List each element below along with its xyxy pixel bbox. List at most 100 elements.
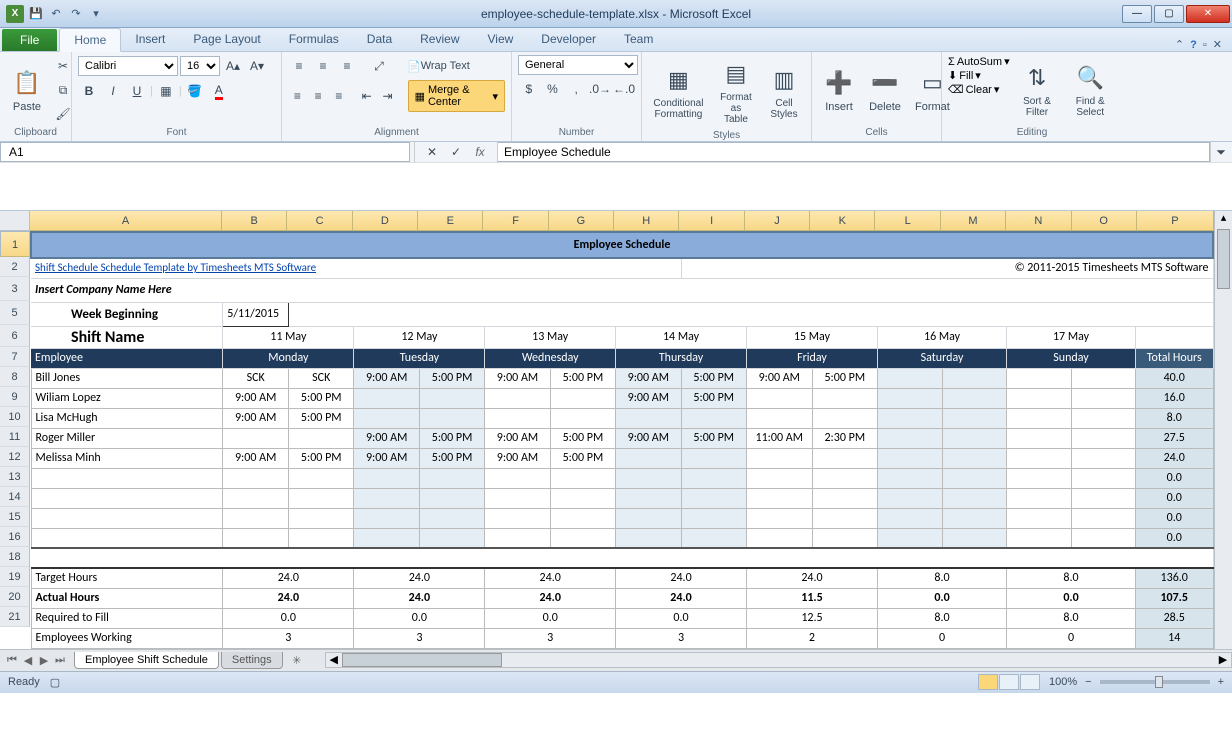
tab-developer[interactable]: Developer	[527, 28, 610, 51]
tab-insert[interactable]: Insert	[121, 28, 179, 51]
shift-end[interactable]	[1071, 488, 1135, 508]
shift-end[interactable]	[812, 388, 877, 408]
col-header-F[interactable]: F	[483, 211, 548, 231]
row-header-19[interactable]: 19	[0, 567, 30, 587]
shift-start[interactable]	[877, 388, 942, 408]
shift-start[interactable]	[877, 368, 942, 388]
shift-end[interactable]	[812, 448, 877, 468]
border-icon[interactable]: ▦	[155, 80, 177, 102]
shift-start[interactable]: SCK	[223, 368, 289, 388]
employee-name[interactable]: Lisa McHugh	[31, 408, 223, 428]
tab-view[interactable]: View	[474, 28, 528, 51]
col-header-B[interactable]: B	[222, 211, 287, 231]
percent-icon[interactable]: %	[542, 78, 564, 100]
col-header-L[interactable]: L	[875, 211, 940, 231]
company-name[interactable]: Insert Company Name Here	[31, 278, 1213, 302]
shift-end[interactable]	[550, 528, 615, 548]
zoom-slider[interactable]	[1100, 680, 1210, 684]
insert-cells-button[interactable]: ➕Insert	[818, 55, 860, 125]
shift-end[interactable]	[1071, 428, 1135, 448]
shift-end[interactable]	[550, 508, 615, 528]
shift-start[interactable]	[485, 388, 550, 408]
col-header-K[interactable]: K	[810, 211, 875, 231]
decrease-font-icon[interactable]: A▾	[246, 55, 268, 77]
shift-end[interactable]	[681, 408, 746, 428]
shift-end[interactable]: 5:00 PM	[289, 408, 354, 428]
shift-start[interactable]	[223, 508, 289, 528]
col-header-G[interactable]: G	[549, 211, 614, 231]
col-header-I[interactable]: I	[679, 211, 744, 231]
employee-name[interactable]: Wiliam Lopez	[31, 388, 223, 408]
zoom-out-button[interactable]: −	[1085, 676, 1091, 688]
workbook-close-icon[interactable]: ✕	[1213, 38, 1222, 51]
row-header-6[interactable]: 6	[0, 325, 30, 347]
wrap-text-button[interactable]: 📄 Wrap Text	[402, 55, 475, 77]
shift-end[interactable]	[681, 448, 746, 468]
shift-end[interactable]	[289, 508, 354, 528]
template-link[interactable]: Shift Schedule Schedule Template by Time…	[35, 261, 316, 274]
shift-end[interactable]: 5:00 PM	[289, 388, 354, 408]
shift-end[interactable]	[419, 468, 484, 488]
shift-start[interactable]	[616, 408, 681, 428]
employee-name[interactable]	[31, 528, 223, 548]
shift-start[interactable]	[746, 488, 812, 508]
enter-formula-icon[interactable]: ✓	[445, 141, 467, 163]
employee-name[interactable]	[31, 508, 223, 528]
shift-start[interactable]: 9:00 AM	[354, 448, 419, 468]
minimize-button[interactable]: —	[1122, 5, 1152, 23]
clear-button[interactable]: ⌫ Clear ▾	[948, 83, 1010, 96]
row-header-12[interactable]: 12	[0, 447, 30, 467]
shift-start[interactable]	[1007, 468, 1071, 488]
shift-start[interactable]	[746, 448, 812, 468]
font-color-icon[interactable]: A	[208, 80, 230, 102]
shift-start[interactable]	[223, 528, 289, 548]
shift-start[interactable]: 9:00 AM	[616, 428, 681, 448]
italic-button[interactable]: I	[102, 80, 124, 102]
shift-end[interactable]	[550, 388, 615, 408]
row-header-16[interactable]: 16	[0, 527, 30, 547]
shift-start[interactable]	[485, 488, 550, 508]
row-header-14[interactable]: 14	[0, 487, 30, 507]
page-layout-view-button[interactable]	[999, 674, 1019, 690]
col-header-A[interactable]: A	[30, 211, 222, 231]
normal-view-button[interactable]	[978, 674, 998, 690]
shift-end[interactable]	[812, 468, 877, 488]
macro-record-icon[interactable]: ▢	[50, 676, 60, 689]
orientation-icon[interactable]: ⤢	[368, 55, 390, 77]
shift-start[interactable]	[223, 468, 289, 488]
employee-name[interactable]	[31, 468, 223, 488]
shift-start[interactable]	[1007, 428, 1071, 448]
shift-start[interactable]	[616, 468, 681, 488]
col-header-P[interactable]: P	[1137, 211, 1214, 231]
shift-start[interactable]: 9:00 AM	[223, 448, 289, 468]
shift-start[interactable]	[1007, 408, 1071, 428]
shift-start[interactable]	[746, 468, 812, 488]
shift-end[interactable]	[681, 488, 746, 508]
decrease-decimal-icon[interactable]: ←.0	[613, 78, 635, 100]
horizontal-scrollbar[interactable]: ◀▶	[325, 652, 1232, 668]
shift-end[interactable]	[289, 468, 354, 488]
row-header-10[interactable]: 10	[0, 407, 30, 427]
tab-home[interactable]: Home	[59, 28, 121, 52]
shift-end[interactable]	[1071, 408, 1135, 428]
shift-end[interactable]: 5:00 PM	[289, 448, 354, 468]
shift-end[interactable]	[942, 388, 1007, 408]
bold-button[interactable]: B	[78, 80, 100, 102]
shift-start[interactable]	[223, 428, 289, 448]
row-header-21[interactable]: 21	[0, 607, 30, 627]
col-header-E[interactable]: E	[418, 211, 483, 231]
font-name-select[interactable]: Calibri	[78, 56, 178, 76]
shift-end[interactable]	[419, 508, 484, 528]
shift-start[interactable]	[354, 508, 419, 528]
shift-start[interactable]	[354, 408, 419, 428]
maximize-button[interactable]: ▢	[1154, 5, 1184, 23]
shift-start[interactable]	[1007, 368, 1071, 388]
align-center-icon[interactable]: ≡	[309, 85, 328, 107]
shift-end[interactable]	[681, 468, 746, 488]
employee-name[interactable]: Melissa Minh	[31, 448, 223, 468]
prev-sheet-icon[interactable]: ◀	[20, 652, 36, 668]
font-size-select[interactable]: 16	[180, 56, 220, 76]
col-header-N[interactable]: N	[1006, 211, 1071, 231]
next-sheet-icon[interactable]: ▶	[36, 652, 52, 668]
shift-start[interactable]	[877, 468, 942, 488]
